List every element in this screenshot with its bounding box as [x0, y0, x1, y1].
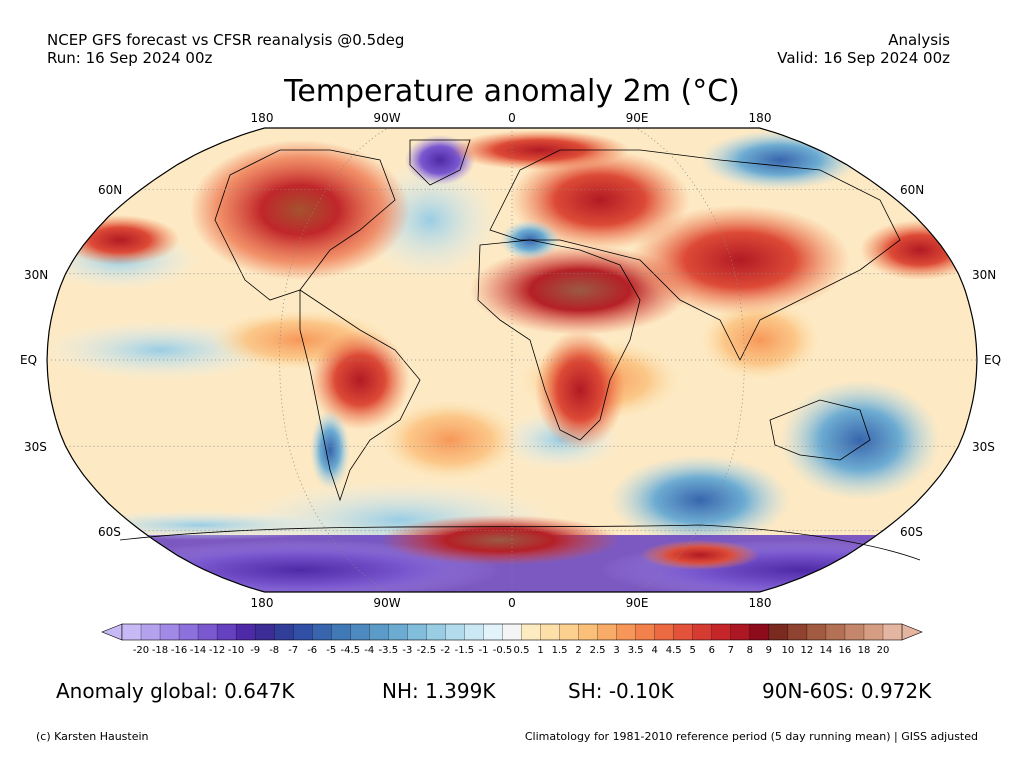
colorbar-tick-label: 6	[708, 645, 715, 656]
lat-label-left-eq: EQ	[20, 353, 38, 367]
colorbar-tick-label: -1	[478, 645, 489, 656]
colorbar-tick-label: 3.5	[627, 645, 644, 656]
colorbar-tick-label: 4.5	[665, 645, 682, 656]
colorbar-tick-label: 10	[781, 645, 795, 656]
colorbar-tick-label: 16	[838, 645, 852, 656]
colorbar-tick-label: -6	[307, 645, 318, 656]
colorbar-tick-label: 5	[689, 645, 696, 656]
colorbar-tick-label: -9	[250, 645, 261, 656]
lat-label-right-30s: 30S	[972, 440, 995, 454]
lon-label-top-0: 0	[508, 111, 516, 125]
colorbar-tick-label: -12	[208, 645, 226, 656]
lon-label-bottom-90w: 90W	[373, 596, 401, 610]
colorbar-tick-label: -3.5	[378, 645, 399, 656]
copyright: (c) Karsten Haustein	[36, 730, 149, 743]
climatology-note: Climatology for 1981-2010 reference peri…	[524, 730, 978, 743]
colorbar-tick-label: -3	[402, 645, 413, 656]
band-anomaly: 90N-60S: 0.972K	[762, 679, 932, 703]
colorbar-tick-label: -10	[227, 645, 245, 656]
valid-time: Valid: 16 Sep 2024 00z	[777, 49, 950, 67]
lat-label-right-eq: EQ	[984, 353, 1002, 367]
analysis-label: Analysis	[888, 31, 950, 49]
graticule-longitude-line	[635, 128, 745, 592]
colorbar-tick-label: 2	[575, 645, 582, 656]
colorbar-tick-label: 20	[876, 645, 890, 656]
colorbar-tick-label: 4	[651, 645, 658, 656]
colorbar-tick-label: 8	[746, 645, 753, 656]
global-anomaly: Anomaly global: 0.647K	[56, 679, 295, 703]
colorbar-tick-label: 3	[613, 645, 620, 656]
coastlines	[119, 139, 921, 561]
colorbar-tick-label: -2.5	[416, 645, 437, 656]
colorbar-tick-label: -8	[269, 645, 280, 656]
lat-label-right-30n: 30N	[972, 268, 997, 282]
colorbar-tick-label: -14	[189, 645, 207, 656]
colorbar-tick-label: 12	[800, 645, 814, 656]
colorbar-tick-label: -1.5	[454, 645, 475, 656]
colorbar-tick-label: 1.5	[551, 645, 568, 656]
colorbar-tick-label: 1	[537, 645, 544, 656]
graticule-longitude-line	[279, 128, 389, 592]
lon-label-bottom-90e: 90E	[625, 596, 649, 610]
lon-label-top-180e: 180	[748, 111, 772, 125]
lat-label-right-60s: 60S	[900, 525, 923, 539]
colorbar-tick-label: -7	[288, 645, 299, 656]
lon-label-bottom-180w: 180	[250, 596, 274, 610]
colorbar-tick-label: -4.5	[340, 645, 361, 656]
colorbar-tick-label: 9	[765, 645, 772, 656]
colorbar-tick-label: 14	[819, 645, 833, 656]
page-title: Temperature anomaly 2m (°C)	[284, 74, 740, 109]
lat-label-left-30n: 30N	[24, 268, 49, 282]
sh-anomaly: SH: -0.10K	[568, 679, 674, 703]
lat-label-right-60n: 60N	[900, 183, 925, 197]
colorbar-tick-label: -2	[440, 645, 451, 656]
lon-label-bottom-0: 0	[508, 596, 516, 610]
colorbar-tick-label: -20	[132, 645, 150, 656]
colorbar-tick-label: -0.5	[492, 645, 513, 656]
lon-label-bottom-180e: 180	[748, 596, 772, 610]
colorbar-tick-label: 2.5	[589, 645, 606, 656]
lat-label-left-60s: 60S	[98, 525, 121, 539]
colorbar-tick-label: -18	[151, 645, 169, 656]
lon-label-top-180w: 180	[250, 111, 274, 125]
lat-label-left-60n: 60N	[98, 183, 123, 197]
colorbar-tick-label: 7	[727, 645, 734, 656]
model-description: NCEP GFS forecast vs CFSR reanalysis @0.…	[47, 31, 405, 49]
colorbar-tick-label: -4	[364, 645, 375, 656]
nh-anomaly: NH: 1.399K	[382, 679, 496, 703]
lon-label-top-90w: 90W	[373, 111, 401, 125]
globe-outline	[46, 127, 978, 593]
colorbar-tick-label: -5	[326, 645, 337, 656]
run-time: Run: 16 Sep 2024 00z	[47, 49, 213, 67]
colorbar-tick-label: 0.5	[513, 645, 530, 656]
colorbar-tick-label: -16	[170, 645, 188, 656]
lat-label-left-30s: 30S	[24, 440, 47, 454]
lon-label-top-90e: 90E	[625, 111, 649, 125]
colorbar-tick-label: 18	[857, 645, 871, 656]
graticule	[47, 128, 977, 592]
